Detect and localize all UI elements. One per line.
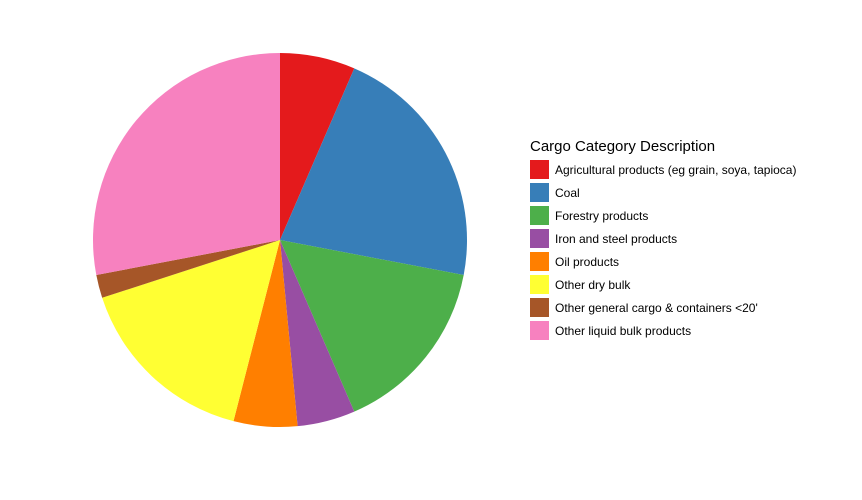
legend-item: Oil products	[530, 250, 796, 273]
pie-slice-7	[92, 53, 280, 276]
legend: Cargo Category Description Agricultural …	[530, 137, 796, 342]
legend-label: Forestry products	[555, 208, 649, 223]
legend-item: Other liquid bulk products	[530, 319, 796, 342]
legend-key-swatch	[530, 298, 549, 317]
pie-slices	[92, 53, 468, 428]
pie-slice-1	[280, 68, 468, 276]
pie-slice-4	[233, 240, 298, 428]
legend-label: Other liquid bulk products	[555, 323, 692, 338]
legend-label: Agricultural products (eg grain, soya, t…	[555, 162, 797, 177]
legend-label: Iron and steel products	[555, 231, 678, 246]
legend-key-swatch	[530, 229, 549, 248]
legend-label: Oil products	[555, 254, 620, 269]
legend-key-swatch	[530, 160, 549, 179]
legend-title: Cargo Category Description	[530, 138, 716, 155]
legend-item: Other general cargo & containers <20'	[530, 296, 796, 319]
legend-label: Other dry bulk	[555, 277, 631, 292]
legend-items: Agricultural products (eg grain, soya, t…	[530, 158, 796, 342]
legend-key-swatch	[530, 206, 549, 225]
legend-label: Other general cargo & containers <20'	[555, 300, 758, 315]
legend-item: Iron and steel products	[530, 227, 796, 250]
legend-item: Coal	[530, 181, 796, 204]
pie-slice-3	[280, 240, 355, 427]
legend-key-swatch	[530, 252, 549, 271]
legend-item: Other dry bulk	[530, 273, 796, 296]
pie-slice-0	[280, 53, 355, 240]
legend-key-swatch	[530, 321, 549, 340]
legend-item: Agricultural products (eg grain, soya, t…	[530, 158, 796, 181]
legend-key-swatch	[530, 183, 549, 202]
legend-key-swatch	[530, 275, 549, 294]
pie-slice-2	[280, 240, 464, 412]
pie-slice-5	[102, 240, 281, 422]
legend-label: Coal	[555, 185, 580, 200]
legend-item: Forestry products	[530, 204, 796, 227]
pie-slice-6	[96, 240, 280, 298]
